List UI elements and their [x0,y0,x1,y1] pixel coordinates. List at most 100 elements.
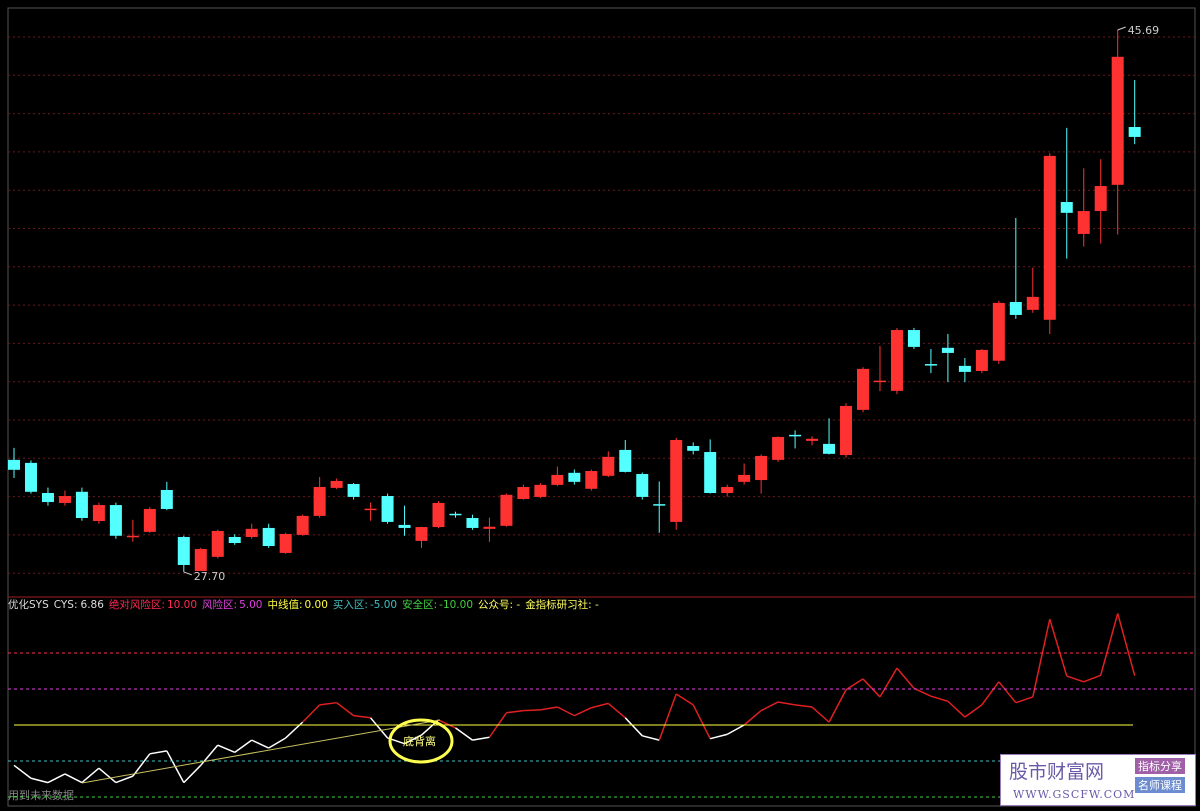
indicator-segment [557,706,575,717]
candle-body [1026,296,1039,310]
candle-body [1043,155,1056,320]
header-note: 公众号: - [478,599,521,611]
level-name: 买入区: [332,599,368,611]
indicator-segment [540,706,558,711]
candle-body [330,480,343,488]
extreme-label: 27.70 [194,570,226,583]
indicator-segment [811,706,830,723]
candle-body [1060,202,1073,213]
candle-body [941,347,954,353]
indicator-segment [336,702,355,717]
candle-body [483,526,496,529]
indicator-segment [302,704,321,723]
watermark-tag: 名师课程 [1135,777,1185,793]
candle-body [1128,126,1141,137]
candle-body [1094,186,1107,212]
candle-body [92,505,105,522]
indicator-segment [98,767,117,784]
indicator-segment [1049,618,1068,677]
candle-body [806,438,819,441]
indicator-segment [1099,613,1119,676]
indicator-segment [285,721,304,739]
candle-body [1077,211,1090,234]
candle-body [551,474,564,485]
indicator-segment [319,701,337,706]
candle-body [924,364,937,366]
candle-body [245,528,258,537]
candle-body [975,349,988,371]
candle-body [907,330,920,347]
indicator-segment [981,681,1000,706]
candle-body [347,483,360,497]
extreme-marker [183,571,192,576]
candle-body [568,472,581,482]
indicator-segment [353,714,371,719]
candle-body [8,459,20,470]
future-data-note: 用到未来数据 [8,788,74,802]
watermark-title: 股市财富网 [1009,761,1105,783]
indicator-segment [794,704,813,708]
candle-body [873,380,886,383]
series-name: CYS: [53,599,78,611]
indicator-segment [675,693,694,706]
candle-body [738,474,751,482]
indicator-segment [964,704,983,718]
indicator-segment [845,678,864,691]
extreme-marker [1117,26,1126,31]
indicator-segment [862,678,881,698]
indicator-segment [743,710,762,726]
candle-body [228,536,241,544]
candle-body [262,527,275,547]
indicator-segment [506,709,524,714]
divergence-label: 底背离 [403,734,436,748]
watermark: 股市财富网 指标分享 名师课程 WWW.GSCFW.COM [1000,754,1196,806]
indicator-segment [998,681,1017,704]
candle-body [194,549,207,572]
candle-body [1009,302,1022,315]
level-value: 10.00 [166,599,198,611]
candle-body [364,508,377,511]
indicator-segment [828,689,847,723]
divergence-line [81,719,441,784]
indicator-segment [913,687,932,697]
indicator-segment [1083,674,1101,683]
candle-body [415,527,428,541]
candle-body [449,513,462,516]
candle-body [279,533,292,553]
watermark-tag: 指标分享 [1135,758,1185,774]
candle-body [381,496,394,522]
indicator-segment [574,707,592,717]
level-value: 5.00 [239,599,263,611]
candle-body [41,493,54,503]
indicator-title: 优化SYS [8,599,49,611]
indicator-segment [1015,696,1034,704]
indicator-segment [947,700,966,718]
level-value: -10.00 [439,599,474,611]
candle-body [772,436,785,460]
candle-body [619,449,632,472]
indicator-segment [472,736,490,741]
indicator-segment [1032,619,1051,698]
candle-body [687,446,700,451]
candle-body [653,504,666,506]
indicator-segment [896,667,915,689]
candle-body [721,486,734,493]
indicator-segment [115,775,134,784]
candle-body [296,515,309,535]
indicator-segment [930,695,949,702]
indicator-segment [404,734,422,745]
candle-body [109,505,122,536]
divergence-circle [388,718,454,764]
indicator-segment [234,739,253,753]
level-name: 绝对风险区: [108,599,165,611]
level-name: 风险区: [202,599,238,611]
extreme-label: 45.69 [1128,24,1160,37]
candle-body [143,508,156,532]
candle-body [857,368,869,410]
candle-body [177,536,190,565]
watermark-url: WWW.GSCFW.COM [1013,788,1136,801]
candle-body [789,434,802,437]
candle-body [840,405,853,456]
frame [7,7,1196,807]
